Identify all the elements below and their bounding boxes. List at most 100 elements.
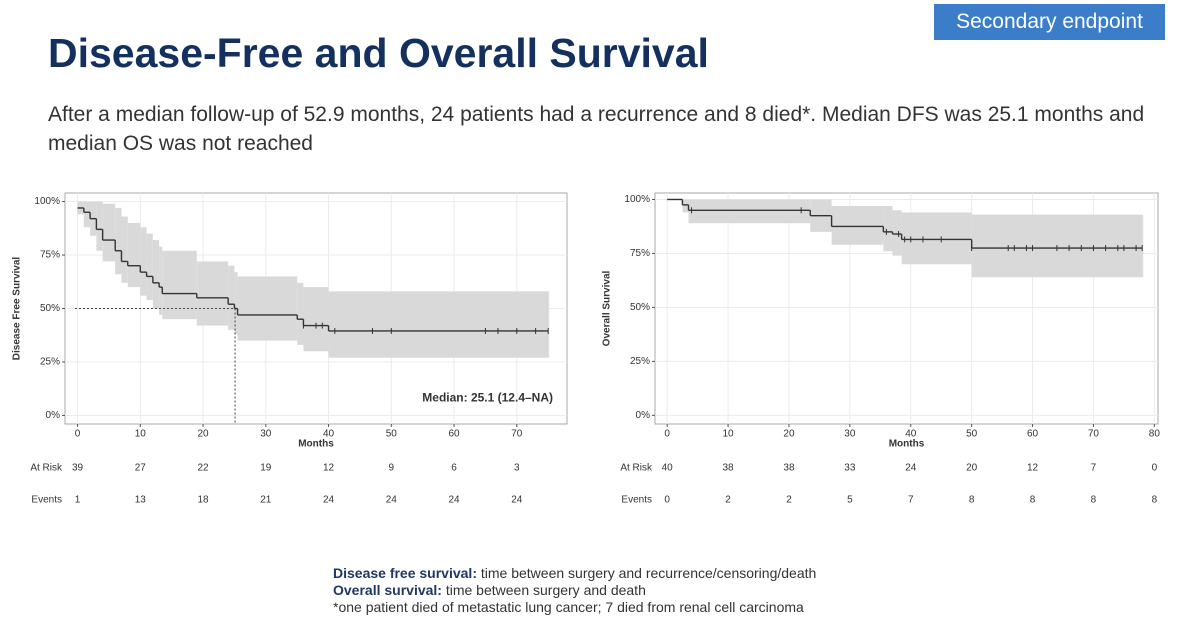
confidence-band [159,246,163,315]
event-count: 5 [847,495,853,506]
footnote: *one patient died of metastatic lung can… [333,599,816,616]
x-tick-label: 30 [844,429,856,440]
risk-label: Events [621,495,652,506]
at-risk-count: 12 [1027,463,1039,474]
confidence-band [196,261,229,326]
at-risk-count: 33 [844,463,856,474]
confidence-band [162,250,197,320]
confidence-band [901,212,972,265]
event-count: 8 [1091,495,1097,506]
x-tick-label: 60 [1027,429,1039,440]
x-tick-label: 70 [511,429,523,440]
confidence-band [682,199,689,213]
confidence-band [688,199,811,224]
confidence-band [83,201,91,228]
confidence-band [102,203,116,262]
x-tick-label: 0 [664,429,670,440]
confidence-band [297,282,304,345]
confidence-band [548,291,550,358]
annotation: Median: 25.1 (12.4–NA) [422,391,553,405]
event-count: 24 [386,495,398,506]
x-tick-label: 50 [966,429,978,440]
confidence-band [831,205,884,245]
x-tick-label: 10 [723,429,735,440]
x-tick-label: 50 [386,429,398,440]
y-tick-label: 0% [636,410,651,421]
subtitle: After a median follow-up of 52.9 months,… [48,103,1145,155]
at-risk-count: 19 [260,463,272,474]
event-count: 24 [511,495,523,506]
x-tick-label: 70 [1088,429,1100,440]
footnote-text: *one patient died of metastatic lung can… [333,599,804,615]
x-tick-label: 10 [135,429,147,440]
risk-label: Events [31,495,62,506]
x-axis-label: Months [298,439,334,450]
confidence-band [237,276,298,341]
event-count: 18 [197,495,209,506]
confidence-band [127,222,141,288]
event-count: 24 [323,495,335,506]
footnote-term: Disease free survival: [333,565,477,581]
confidence-band [303,287,329,352]
confidence-band [234,272,238,335]
confidence-band [892,210,902,256]
x-tick-label: 30 [260,429,272,440]
confidence-band [228,265,235,330]
at-risk-count: 22 [197,463,209,474]
event-count: 24 [448,495,460,506]
y-tick-label: 25% [630,356,650,367]
event-count: 2 [786,495,792,506]
x-tick-label: 60 [448,429,460,440]
at-risk-count: 27 [135,463,147,474]
event-count: 8 [1152,495,1158,506]
confidence-band [152,240,160,309]
event-count: 0 [664,495,670,506]
x-tick-label: 80 [1149,429,1161,440]
at-risk-count: 39 [72,463,84,474]
confidence-band [328,291,549,358]
y-tick-label: 0% [46,410,61,421]
event-count: 2 [725,495,731,506]
at-risk-count: 40 [662,463,674,474]
footnotes: Disease free survival: time between surg… [333,565,816,616]
footnote-text: time between surgery and death [445,582,646,598]
event-count: 8 [1030,495,1036,506]
footnote-text: time between surgery and recurrence/cens… [480,565,817,581]
at-risk-count: 24 [905,463,917,474]
y-tick-label: 100% [624,194,650,205]
badge: Secondary endpoint [934,4,1165,40]
y-tick-label: 100% [34,196,60,207]
event-count: 13 [135,495,147,506]
event-count: 1 [75,495,81,506]
at-risk-count: 20 [966,463,978,474]
y-tick-label: 75% [630,248,650,259]
y-axis-label: Overall Survival [602,270,613,346]
risk-label: At Risk [30,463,63,474]
at-risk-count: 6 [451,463,457,474]
title: Disease-Free and Overall Survival [48,30,709,76]
y-tick-label: 75% [40,250,60,261]
x-tick-label: 0 [75,429,81,440]
confidence-band [146,233,153,300]
confidence-band [96,201,103,251]
at-risk-count: 9 [389,463,395,474]
footnote-term: Overall survival: [333,582,442,598]
at-risk-count: 3 [514,463,520,474]
event-count: 8 [969,495,975,506]
risk-label: At Risk [620,463,653,474]
confidence-band [115,207,122,275]
confidence-band [140,227,147,296]
y-tick-label: 50% [40,303,60,314]
at-risk-count: 7 [1091,463,1097,474]
y-tick-label: 25% [40,357,60,368]
at-risk-count: 38 [783,463,795,474]
confidence-band [121,216,128,283]
x-axis-label: Months [889,439,925,450]
at-risk-count: 38 [723,463,735,474]
footnote: Overall survival: time between surgery a… [333,582,816,599]
x-tick-label: 40 [323,429,335,440]
x-tick-label: 20 [197,429,209,440]
confidence-band [883,205,893,252]
